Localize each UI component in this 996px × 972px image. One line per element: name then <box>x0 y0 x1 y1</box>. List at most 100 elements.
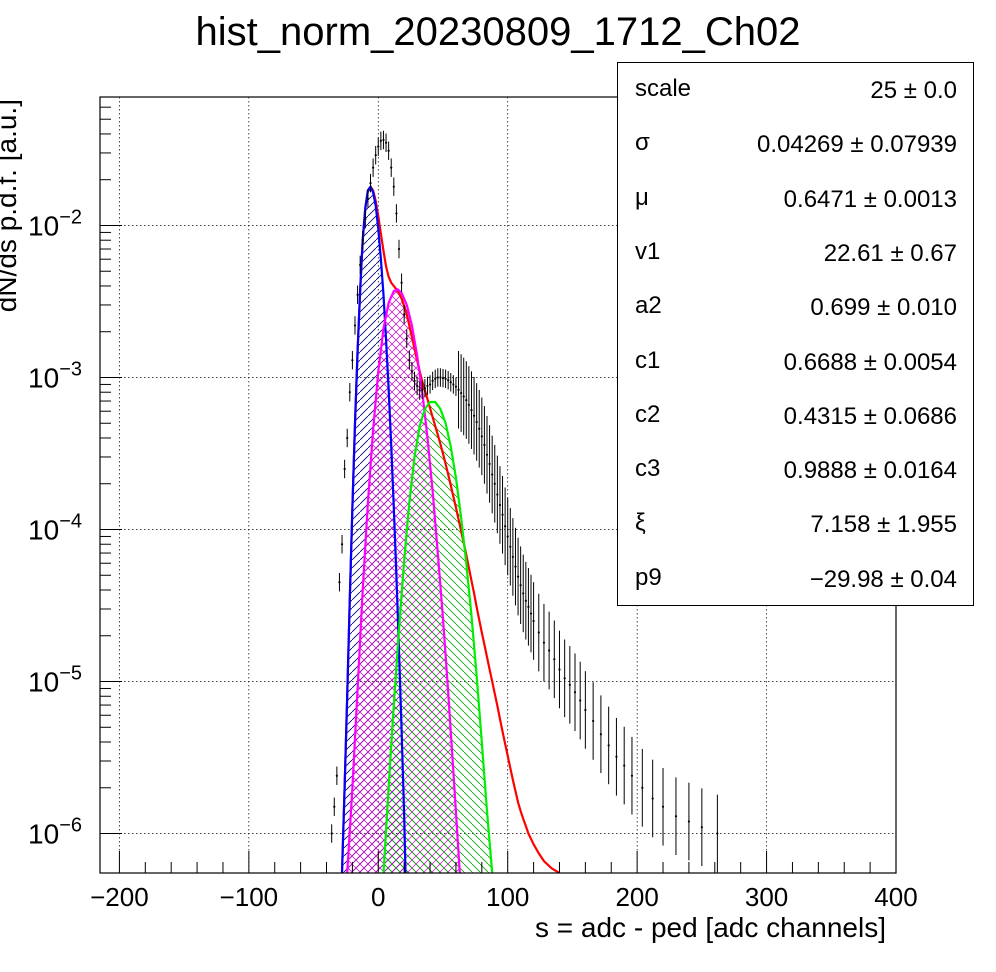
y-tick-label: 10−3 <box>28 358 82 393</box>
data-point <box>504 525 507 528</box>
data-point <box>408 359 411 362</box>
data-point <box>498 503 502 507</box>
data-point <box>553 658 556 661</box>
data-point <box>405 337 408 340</box>
curves <box>340 184 561 873</box>
data-point <box>346 436 349 440</box>
data-point <box>460 391 463 395</box>
data-point <box>340 543 344 546</box>
data-point <box>400 281 403 284</box>
data-point <box>454 385 458 388</box>
stat-value: 0.4315 ± 0.0686 <box>783 402 957 430</box>
x-axis-label: s = adc - ped [adc channels] <box>535 912 886 943</box>
data-point <box>379 139 382 143</box>
component-fill <box>383 402 493 873</box>
data-point <box>387 149 390 152</box>
data-point <box>439 376 442 379</box>
data-point <box>436 376 439 379</box>
data-point <box>467 403 470 407</box>
data-point <box>607 744 610 747</box>
component-fills <box>342 186 493 873</box>
stats-box: scale 25 ± 0.0 σ 0.04269 ± 0.07939 μ 0.6471 ±… <box>617 62 974 606</box>
x-tick-label: 400 <box>874 882 917 912</box>
data-point <box>592 719 595 723</box>
stat-row: c2 0.4315 ± 0.0686 <box>618 389 973 443</box>
data-point <box>630 774 634 777</box>
data-point <box>491 473 494 476</box>
data-point <box>472 414 476 417</box>
stat-value: 22.61 ± 0.67 <box>823 239 957 267</box>
data-point <box>573 691 577 694</box>
data-point <box>470 409 473 412</box>
data-point <box>418 389 421 392</box>
stat-value: 0.699 ± 0.010 <box>810 294 957 322</box>
data-point <box>516 575 520 578</box>
stat-value: 0.9888 ± 0.0164 <box>783 457 957 485</box>
data-point <box>519 584 522 587</box>
data-point <box>338 581 341 584</box>
data-point <box>413 379 416 382</box>
data-point <box>483 443 486 447</box>
data-point <box>687 820 691 823</box>
data-point <box>501 513 504 516</box>
data-point <box>522 592 525 595</box>
x-tick-label: −100 <box>220 882 279 912</box>
data-point <box>447 379 450 382</box>
data-point <box>348 391 351 394</box>
data-point <box>333 805 336 808</box>
stat-value: 7.158 ± 1.955 <box>810 511 957 539</box>
data-point <box>509 545 512 548</box>
data-point <box>511 555 514 559</box>
data-point <box>457 388 460 391</box>
data-point <box>416 384 419 388</box>
data-point <box>558 668 561 671</box>
data-point <box>480 435 483 438</box>
data-point <box>353 324 357 327</box>
data-point <box>674 815 678 818</box>
axes: −200 −100 0 100 200 300 400 10−6 10−5 10−4 10−3 10−… <box>0 96 918 943</box>
y-tick-label: 10−4 <box>28 510 82 545</box>
data-point <box>390 166 393 169</box>
data-point <box>493 482 496 485</box>
y-tick-label: 10−5 <box>28 663 82 698</box>
data-point <box>599 733 602 736</box>
data-point <box>527 605 530 608</box>
data-point <box>364 218 367 221</box>
data-point <box>623 764 626 767</box>
y-axis-label: dN/ds p.d.f. [a.u.] <box>0 99 22 312</box>
stat-name: c3 <box>635 455 661 483</box>
data-point <box>496 493 499 496</box>
data-point <box>462 395 465 398</box>
x-tick-label: 200 <box>615 882 658 912</box>
data-point <box>431 379 434 382</box>
data-point <box>351 359 354 362</box>
stat-name: p9 <box>635 563 662 591</box>
data-point <box>529 612 533 615</box>
data-point <box>382 138 385 142</box>
data-point <box>369 181 372 185</box>
stat-row: c3 0.9888 ± 0.0164 <box>618 443 973 497</box>
stat-row: scale 25 ± 0.0 <box>618 63 973 117</box>
stat-row: c1 0.6688 ± 0.0054 <box>618 335 973 389</box>
data-point <box>661 805 665 808</box>
data-point <box>441 377 445 380</box>
stat-name: v1 <box>635 237 661 265</box>
data-point <box>716 832 719 835</box>
data-point <box>377 145 380 148</box>
data-point <box>568 683 571 687</box>
stat-value: 25 ± 0.0 <box>870 77 957 104</box>
data-point <box>542 641 546 644</box>
data-point <box>410 370 414 373</box>
data-point <box>563 677 566 680</box>
data-point <box>584 708 587 712</box>
stat-row: σ 0.04269 ± 0.07939 <box>618 117 973 171</box>
stat-name: σ <box>635 129 650 157</box>
data-point <box>366 197 370 200</box>
data-point <box>361 239 364 242</box>
data-points <box>330 130 719 873</box>
data-point <box>343 467 346 471</box>
data-point <box>548 649 551 652</box>
data-point <box>449 381 452 384</box>
data-point <box>651 797 654 800</box>
component-curve <box>346 287 461 873</box>
